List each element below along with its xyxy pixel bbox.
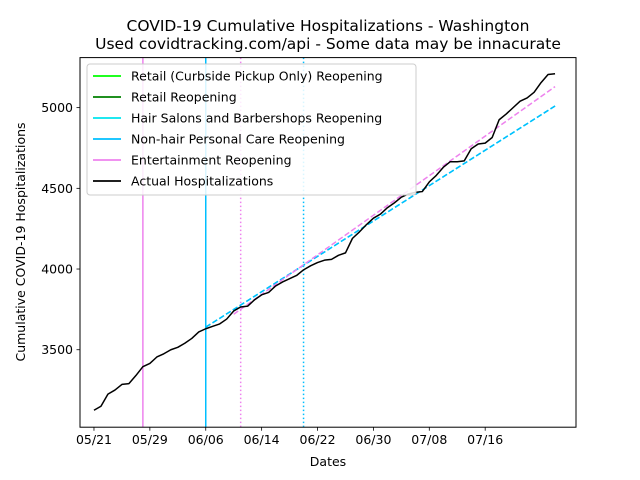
- legend-box: [86, 63, 417, 196]
- x-tick-label: 06/30: [355, 432, 391, 447]
- legend-item-label: Entertainment Reopening: [131, 153, 292, 168]
- x-tick-label: 07/16: [467, 432, 503, 447]
- x-tick-label: 07/08: [411, 432, 447, 447]
- chart-title: COVID-19 Cumulative Hospitalizations - W…: [127, 17, 530, 35]
- series-line: [93, 72, 556, 411]
- legend-item-label: Retail (Curbside Pickup Only) Reopening: [131, 69, 383, 84]
- plot-frame: [79, 57, 577, 428]
- legend-item-label: Retail Reopening: [131, 90, 237, 105]
- x-tick-label: 06/22: [300, 432, 336, 447]
- y-tick-label: 4500: [41, 181, 73, 196]
- x-axis-label: Dates: [310, 454, 346, 469]
- chart-subtitle: Used covidtracking.com/api - Some data m…: [95, 35, 561, 53]
- x-tick-label: 05/29: [132, 432, 168, 447]
- x-axis: 05/21 05/29 06/06 06/14 06/22 06/30 07/08 07/16: [76, 427, 503, 447]
- series-line: [205, 105, 556, 328]
- y-tick-label: 4000: [41, 262, 73, 277]
- x-tick-label: 06/14: [244, 432, 280, 447]
- x-tick-label: 06/06: [188, 432, 224, 447]
- y-tick-label: 5000: [41, 100, 73, 115]
- legend-item-label: Hair Salons and Barbershops Reopening: [131, 111, 382, 126]
- legend-item-label: Actual Hospitalizations: [131, 174, 273, 189]
- legend-item-label: Non-hair Personal Care Reopening: [131, 132, 345, 147]
- series-line: [233, 86, 556, 315]
- y-axis-label: Cumulative COVID-19 Hospitalizations: [13, 122, 28, 361]
- legend: Retail (Curbside Pickup Only) Reopening R…: [86, 63, 417, 196]
- y-axis: 3500 4000 4500 5000: [41, 100, 80, 357]
- x-tick-label: 05/21: [76, 432, 112, 447]
- y-tick-label: 3500: [41, 342, 73, 357]
